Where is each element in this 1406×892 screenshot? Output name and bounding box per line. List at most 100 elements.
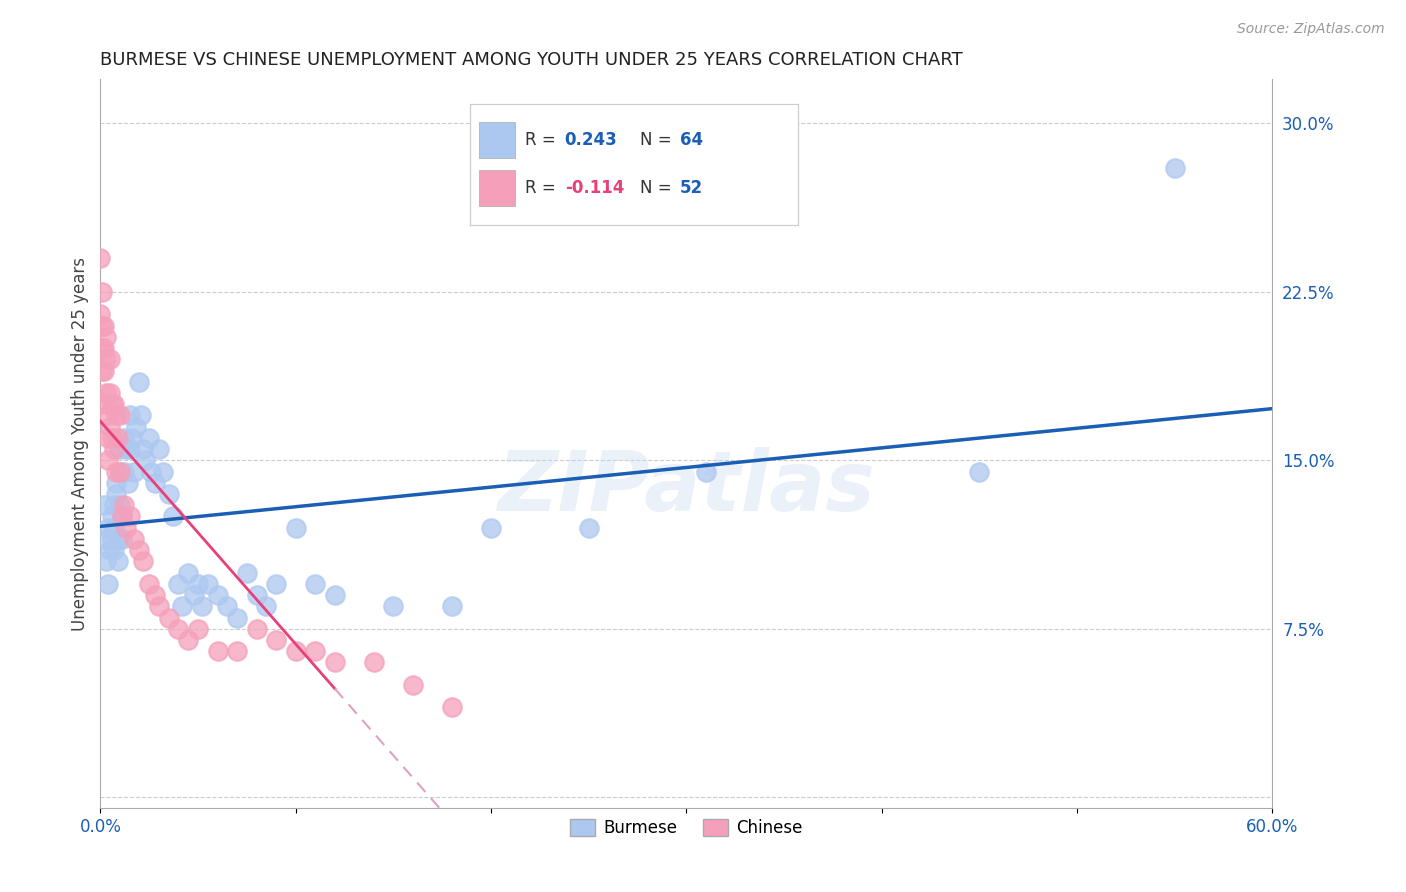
- Point: [197, 577, 219, 591]
- Point: [148, 599, 170, 614]
- Point: [122, 465, 145, 479]
- Point: [143, 588, 166, 602]
- Legend: Burmese, Chinese: Burmese, Chinese: [564, 813, 808, 844]
- Point: [284, 521, 307, 535]
- Point: [98, 386, 121, 401]
- Point: [187, 622, 209, 636]
- Point: [101, 431, 124, 445]
- Point: [167, 577, 190, 591]
- Point: [114, 442, 136, 456]
- Point: [131, 409, 153, 423]
- Point: [118, 409, 141, 423]
- Point: [148, 442, 170, 456]
- Point: [103, 543, 125, 558]
- Y-axis label: Unemployment Among Youth under 25 years: Unemployment Among Youth under 25 years: [72, 257, 89, 631]
- Point: [264, 577, 287, 591]
- Point: [695, 465, 717, 479]
- Point: [402, 678, 425, 692]
- Point: [236, 566, 259, 580]
- Point: [101, 397, 124, 411]
- Point: [479, 521, 502, 535]
- Point: [138, 577, 160, 591]
- Point: [191, 599, 214, 614]
- Point: [172, 599, 194, 614]
- Point: [217, 599, 239, 614]
- Point: [91, 341, 114, 355]
- Point: [108, 442, 131, 456]
- Point: [97, 577, 120, 591]
- Point: [104, 465, 127, 479]
- Point: [157, 487, 180, 501]
- Point: [132, 442, 155, 456]
- Point: [96, 554, 118, 568]
- Point: [440, 700, 463, 714]
- Point: [969, 465, 991, 479]
- Point: [187, 577, 209, 591]
- Point: [89, 307, 111, 321]
- Point: [98, 352, 121, 367]
- Point: [124, 419, 146, 434]
- Point: [96, 330, 118, 344]
- Point: [1164, 161, 1187, 176]
- Point: [162, 509, 184, 524]
- Point: [138, 431, 160, 445]
- Point: [128, 375, 150, 389]
- Point: [91, 285, 114, 299]
- Point: [111, 532, 134, 546]
- Point: [93, 498, 115, 512]
- Point: [91, 363, 114, 377]
- Point: [103, 442, 125, 456]
- Point: [104, 409, 127, 423]
- Point: [128, 543, 150, 558]
- Point: [97, 521, 120, 535]
- Point: [122, 532, 145, 546]
- Point: [112, 431, 135, 445]
- Point: [98, 419, 121, 434]
- Point: [114, 521, 136, 535]
- Point: [304, 644, 326, 658]
- Point: [89, 251, 111, 265]
- Point: [132, 554, 155, 568]
- Text: Source: ZipAtlas.com: Source: ZipAtlas.com: [1237, 22, 1385, 37]
- Point: [118, 442, 141, 456]
- Point: [98, 543, 121, 558]
- Point: [103, 397, 125, 411]
- Point: [143, 475, 166, 490]
- Point: [93, 318, 115, 333]
- Point: [101, 532, 124, 546]
- Point: [97, 431, 120, 445]
- Text: BURMESE VS CHINESE UNEMPLOYMENT AMONG YOUTH UNDER 25 YEARS CORRELATION CHART: BURMESE VS CHINESE UNEMPLOYMENT AMONG YO…: [100, 51, 963, 69]
- Point: [246, 588, 269, 602]
- Point: [93, 397, 115, 411]
- Point: [104, 487, 127, 501]
- Point: [107, 554, 129, 568]
- Point: [207, 588, 229, 602]
- Point: [93, 341, 115, 355]
- Point: [93, 363, 115, 377]
- Text: ZIPatlas: ZIPatlas: [498, 447, 876, 528]
- Point: [167, 622, 190, 636]
- Point: [108, 465, 131, 479]
- Point: [134, 453, 156, 467]
- Point: [177, 633, 200, 648]
- Point: [118, 509, 141, 524]
- Point: [111, 509, 134, 524]
- Point: [323, 588, 346, 602]
- Point: [578, 521, 600, 535]
- Point: [103, 498, 125, 512]
- Point: [97, 409, 120, 423]
- Point: [226, 610, 249, 624]
- Point: [304, 577, 326, 591]
- Point: [104, 475, 127, 490]
- Point: [157, 610, 180, 624]
- Point: [112, 465, 135, 479]
- Point: [382, 599, 405, 614]
- Point: [226, 644, 249, 658]
- Point: [107, 431, 129, 445]
- Point: [152, 465, 174, 479]
- Point: [108, 465, 131, 479]
- Point: [96, 352, 118, 367]
- Point: [96, 386, 118, 401]
- Point: [107, 532, 129, 546]
- Point: [363, 656, 385, 670]
